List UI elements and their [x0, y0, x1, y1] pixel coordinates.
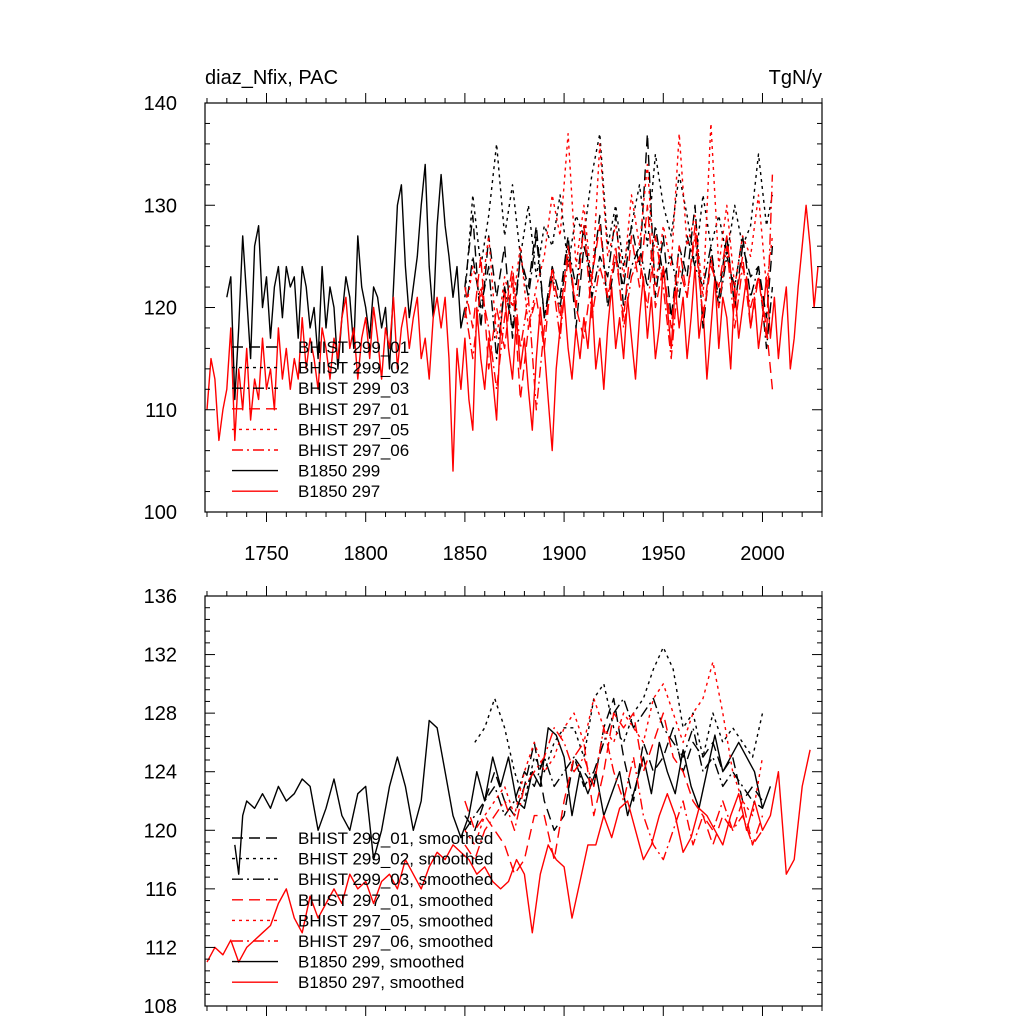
series-line-bhist-297-05-smoothed [464, 661, 764, 846]
x-tick-label: 1750 [244, 543, 289, 565]
legend-label: BHIST 299_01, smoothed [298, 829, 493, 848]
legend-label: BHIST 297_05 [298, 420, 409, 439]
legend-label: BHIST 297_01, smoothed [298, 891, 493, 910]
series-line-bhist-299-03 [464, 214, 774, 360]
y-tick-label: 112 [145, 937, 177, 959]
y-tick-label: 132 [144, 645, 177, 667]
x-tick-label: 1900 [542, 543, 587, 565]
legend-label: BHIST 297_06, smoothed [298, 932, 493, 951]
legend-label: BHIST 299_03 [298, 379, 409, 398]
legend-label: BHIST 297_01 [298, 400, 409, 419]
legend-label: BHIST 299_03, smoothed [298, 870, 493, 889]
y-tick-label: 124 [144, 762, 177, 784]
bottom-legend: BHIST 299_01, smoothed BHIST 299_02, smoo… [232, 829, 493, 992]
y-tick-label: 110 [145, 400, 177, 422]
y-tick-label: 120 [144, 820, 177, 842]
y-tick-label: 128 [144, 703, 177, 725]
top-title-right: TgN/y [769, 67, 822, 89]
legend-label: BHIST 297_05, smoothed [298, 911, 493, 930]
legend-label: BHIST 299_02, smoothed [298, 850, 493, 869]
bottom-series-layer [206, 646, 811, 963]
series-line-bhist-299-02 [464, 132, 774, 298]
series-line-b1850-297 [206, 204, 819, 472]
legend-label: B1850 297 [298, 482, 380, 501]
series-line-bhist-297-01 [464, 204, 774, 401]
series-line-b1850-299 [226, 163, 466, 401]
legend-label: B1850 299, smoothed [298, 953, 464, 972]
series-line-bhist-297-01-smoothed [464, 712, 764, 875]
legend-label: B1850 297, smoothed [298, 973, 464, 992]
series-line-bhist-297-06-smoothed [464, 727, 764, 861]
y-tick-label: 108 [144, 996, 177, 1018]
series-line-bhist-297-06 [464, 174, 774, 411]
series-line-b1850-299-smoothed [234, 719, 772, 875]
y-tick-label: 116 [145, 879, 177, 901]
series-line-bhist-297-05 [464, 122, 774, 339]
top-title-left: diaz_Nfix, PAC [205, 67, 338, 89]
top-series-layer [206, 122, 819, 472]
y-tick-label: 136 [144, 586, 177, 608]
top-panel: diaz_Nfix, PAC TgN/y 1750 1800 1850 1900 195… [144, 67, 823, 565]
y-tick-label: 120 [144, 298, 177, 320]
bottom-tick-layer: 108 112 116 120 124 128 132 136 [144, 586, 823, 1018]
x-tick-label: 1800 [343, 543, 388, 565]
legend-label: BHIST 299_01 [298, 338, 409, 357]
y-tick-label: 140 [144, 93, 177, 115]
x-tick-label: 1950 [641, 543, 686, 565]
y-tick-label: 130 [144, 195, 177, 217]
bottom-plot-frame [204, 595, 823, 1007]
top-tick-layer: 1750 1800 1850 1900 1950 2000 100 110 120 130 140 [144, 93, 823, 565]
legend-label: BHIST 297_06 [298, 441, 409, 460]
series-line-bhist-299-02-smoothed [474, 646, 764, 802]
x-tick-label: 2000 [740, 543, 785, 565]
x-tick-label: 1850 [443, 543, 488, 565]
y-tick-label: 100 [144, 502, 177, 524]
series-line-b1850-297-smoothed [206, 749, 811, 963]
bottom-panel: 108 112 116 120 124 128 132 136 BHIST 299_01, s… [144, 586, 823, 1018]
legend-label: B1850 299 [298, 462, 380, 481]
legend-label: BHIST 299_02 [298, 359, 409, 378]
